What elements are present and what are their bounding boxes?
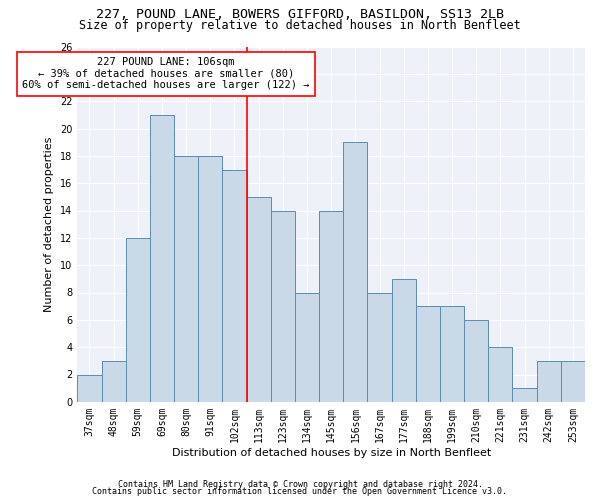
- Bar: [416, 306, 440, 402]
- Text: Contains HM Land Registry data © Crown copyright and database right 2024.: Contains HM Land Registry data © Crown c…: [118, 480, 482, 489]
- Bar: [512, 388, 536, 402]
- X-axis label: Distribution of detached houses by size in North Benfleet: Distribution of detached houses by size …: [172, 448, 491, 458]
- Bar: [367, 292, 392, 402]
- Bar: [198, 156, 223, 402]
- Bar: [126, 238, 150, 402]
- Bar: [101, 361, 126, 402]
- Bar: [440, 306, 464, 402]
- Y-axis label: Number of detached properties: Number of detached properties: [44, 136, 55, 312]
- Text: 227 POUND LANE: 106sqm
← 39% of detached houses are smaller (80)
60% of semi-det: 227 POUND LANE: 106sqm ← 39% of detached…: [22, 57, 310, 90]
- Bar: [77, 374, 101, 402]
- Text: Size of property relative to detached houses in North Benfleet: Size of property relative to detached ho…: [79, 18, 521, 32]
- Text: 227, POUND LANE, BOWERS GIFFORD, BASILDON, SS13 2LB: 227, POUND LANE, BOWERS GIFFORD, BASILDO…: [96, 8, 504, 20]
- Bar: [343, 142, 367, 402]
- Bar: [464, 320, 488, 402]
- Bar: [392, 279, 416, 402]
- Bar: [319, 210, 343, 402]
- Bar: [247, 197, 271, 402]
- Bar: [536, 361, 561, 402]
- Bar: [561, 361, 585, 402]
- Bar: [174, 156, 198, 402]
- Bar: [150, 115, 174, 402]
- Bar: [488, 347, 512, 402]
- Text: Contains public sector information licensed under the Open Government Licence v3: Contains public sector information licen…: [92, 487, 508, 496]
- Bar: [295, 292, 319, 402]
- Bar: [271, 210, 295, 402]
- Bar: [223, 170, 247, 402]
